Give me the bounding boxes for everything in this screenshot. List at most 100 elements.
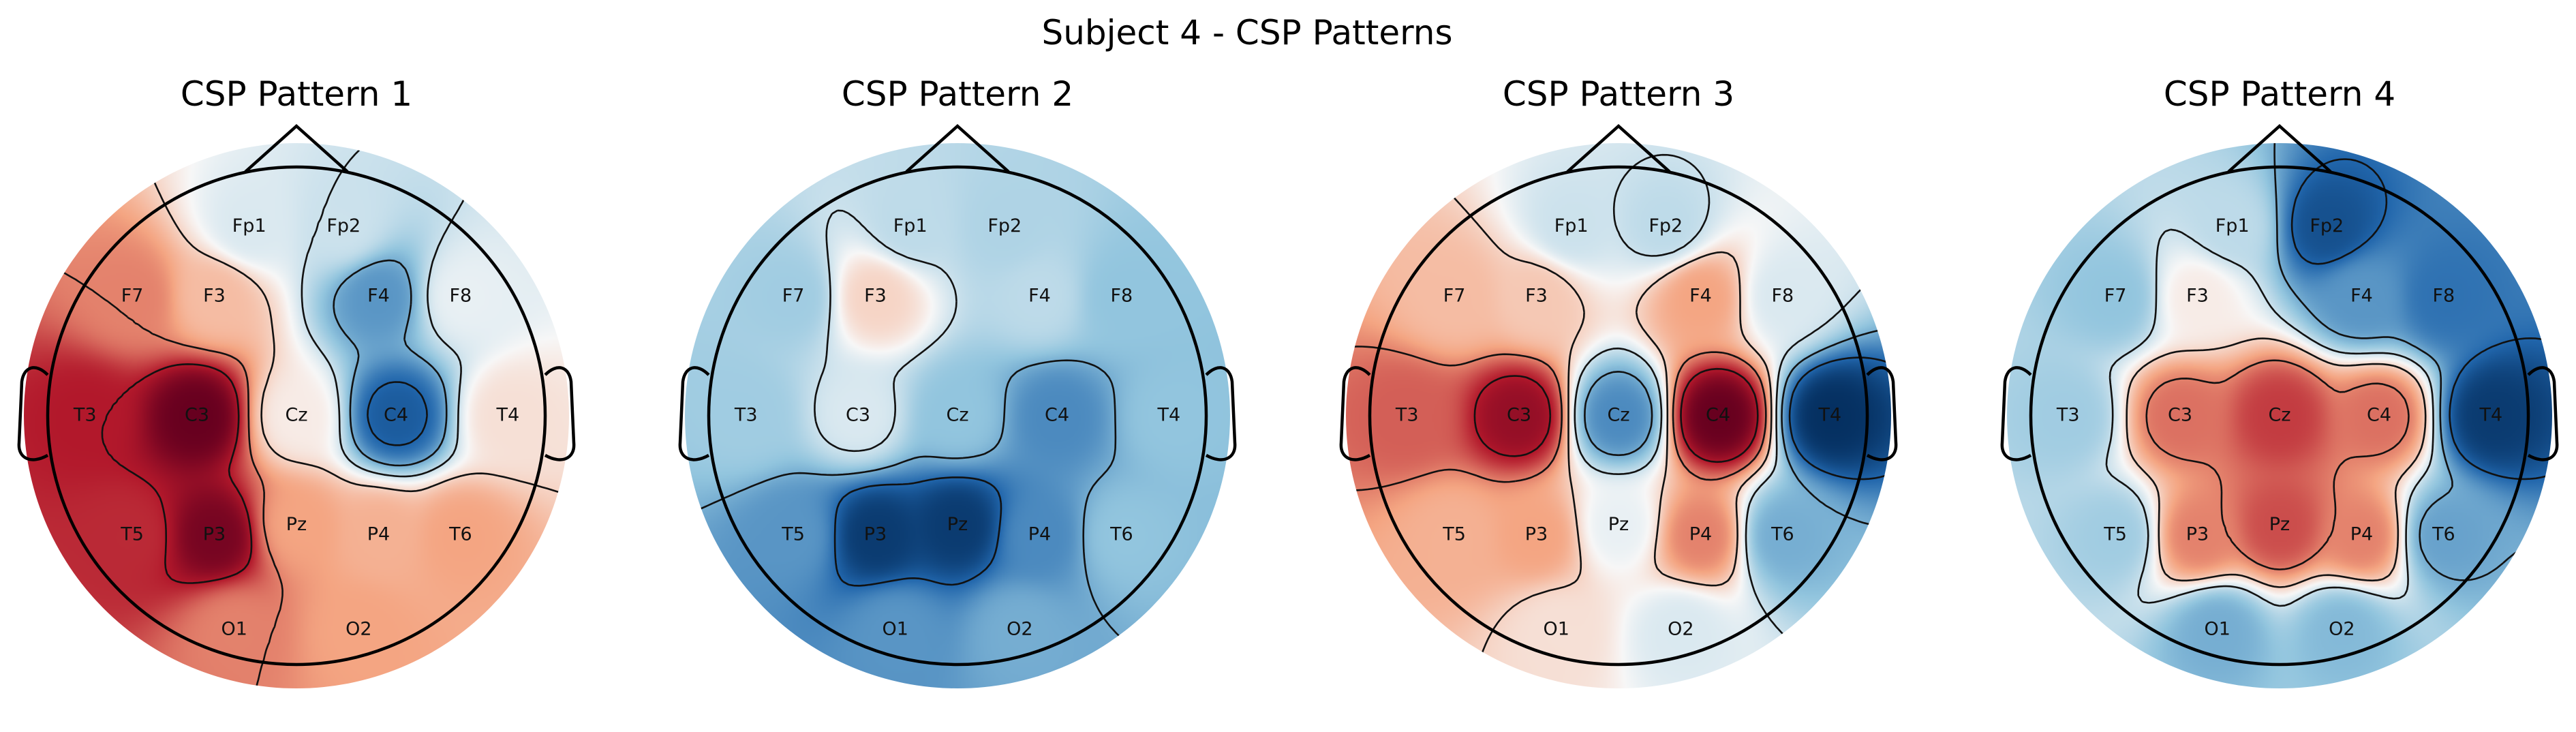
electrode-label: O1 — [221, 618, 247, 639]
contour-lines — [1346, 143, 1891, 688]
electrode-label: F7 — [1443, 285, 1466, 306]
left-ear-outline — [17, 366, 49, 461]
electrode-label: P3 — [203, 524, 226, 545]
electrode-label: F3 — [2186, 285, 2209, 306]
electrode-label: T6 — [1109, 524, 1133, 545]
head-outline — [46, 165, 547, 667]
electrode-label: P3 — [1525, 524, 1548, 545]
electrode-label: T3 — [73, 405, 97, 426]
topomap-panel-1: CSP Pattern 1 Fp1 Fp2 F7 F3 F4 F8 T3 C3 Cz C4 T4 T5… — [17, 74, 576, 688]
electrode-label: O2 — [1668, 618, 1693, 639]
electrode-label: T5 — [120, 524, 144, 545]
electrode-label: T4 — [1156, 405, 1180, 426]
electrode-label: F4 — [367, 285, 390, 306]
electrode-label: Pz — [1608, 514, 1629, 535]
electrode-label: C3 — [185, 405, 209, 426]
electrode-label: T3 — [1395, 405, 1419, 426]
electrode-label: O1 — [1543, 618, 1569, 639]
electrode-label: F8 — [1111, 285, 1133, 306]
head-outline — [1368, 165, 1869, 667]
electrode-label: O2 — [2329, 618, 2355, 639]
electrode-label: O2 — [1007, 618, 1032, 639]
electrode-label: Pz — [947, 514, 968, 535]
topomap-panel-3: CSP Pattern 3 Fp1 Fp2 F7 F3 F4 F8 T3 C3 Cz C4 T4 T5… — [1339, 74, 1898, 688]
electrode-label: F8 — [2433, 285, 2455, 306]
electrode-label: C3 — [1507, 405, 1531, 426]
electrode-label: C3 — [846, 405, 870, 426]
figure-title: Subject 4 - CSP Patterns — [1041, 13, 1452, 52]
electrode-label: Cz — [2268, 405, 2290, 426]
electrode-label: Cz — [285, 405, 307, 426]
electrode-label: Pz — [2269, 514, 2290, 535]
electrode-label: Fp1 — [232, 215, 266, 237]
head-outline — [707, 165, 1208, 667]
electrode-label: F3 — [1525, 285, 1548, 306]
electrode-label: O1 — [2204, 618, 2230, 639]
electrode-label: T4 — [1818, 405, 1841, 426]
electrode-label: O1 — [882, 618, 908, 639]
electrode-label: T4 — [495, 405, 519, 426]
panel-title: CSP Pattern 1 — [181, 74, 412, 114]
topomap-panel-2: CSP Pattern 2 Fp1 Fp2 F7 F3 F4 F8 T3 C3 Cz C4 T4 T5… — [678, 74, 1237, 688]
electrode-label: P4 — [2350, 524, 2373, 545]
electrode-label: T6 — [1770, 524, 1794, 545]
left-ear-outline — [1339, 366, 1371, 461]
contour-lines — [24, 143, 569, 688]
electrode-label: F3 — [203, 285, 226, 306]
electrode-label: F7 — [2104, 285, 2127, 306]
electrode-label: Fp2 — [2310, 215, 2344, 237]
contour-line — [2145, 359, 2410, 570]
contour-line — [833, 476, 1002, 587]
contour-line — [101, 363, 253, 584]
topomap-panel-4: CSP Pattern 4 Fp1 Fp2 F7 F3 F4 F8 T3 C3 Cz C4 T4 T5… — [2000, 74, 2559, 688]
electrode-label: P4 — [367, 524, 390, 545]
topomap-heatmap — [685, 143, 1230, 688]
electrode-label: F4 — [1689, 285, 1712, 306]
right-ear-outline — [1866, 366, 1898, 461]
right-ear-outline — [544, 366, 576, 461]
electrode-label: T6 — [2432, 524, 2455, 545]
right-ear-outline — [1205, 366, 1237, 461]
electrode-label: P3 — [2186, 524, 2209, 545]
electrode-label: T5 — [781, 524, 805, 545]
electrode-label: F8 — [1772, 285, 1794, 306]
electrode-label: C4 — [2367, 405, 2391, 426]
electrode-label: O2 — [346, 618, 371, 639]
electrode-label: F7 — [782, 285, 805, 306]
electrode-label: Cz — [1607, 405, 1629, 426]
electrode-label: F3 — [864, 285, 887, 306]
electrode-label: T3 — [2056, 405, 2080, 426]
contour-line — [1473, 367, 1759, 463]
panel-title: CSP Pattern 3 — [1503, 74, 1734, 114]
electrode-label: Fp1 — [893, 215, 927, 237]
contour-line — [2273, 143, 2552, 581]
contour-lines — [685, 209, 1230, 688]
electrode-label: T3 — [734, 405, 758, 426]
electrode-label: F7 — [121, 285, 144, 306]
electrode-label: T6 — [448, 524, 472, 545]
electrode-label: Fp2 — [987, 215, 1022, 237]
electrode-label: Fp2 — [326, 215, 361, 237]
contour-line — [2290, 158, 2552, 481]
electrode-label: T4 — [2479, 405, 2502, 426]
electrode-label: P3 — [864, 524, 887, 545]
contour-line — [367, 381, 428, 446]
electrode-label: P4 — [1689, 524, 1712, 545]
panel-title: CSP Pattern 2 — [842, 74, 1073, 114]
nose-outline — [1566, 123, 1671, 173]
electrode-label: C3 — [2168, 405, 2192, 426]
contour-line — [814, 209, 957, 453]
right-ear-outline — [2527, 366, 2559, 461]
nose-outline — [244, 123, 349, 173]
nose-outline — [905, 123, 1010, 173]
topomap-heatmap — [2007, 143, 2552, 688]
contour-line — [1788, 356, 1891, 481]
electrode-label: Fp1 — [2215, 215, 2250, 237]
electrode-label: T5 — [2103, 524, 2127, 545]
head-outline — [2029, 165, 2530, 667]
topomap-heatmap — [24, 143, 569, 688]
electrode-label: T5 — [1442, 524, 1466, 545]
electrode-label: F4 — [1028, 285, 1051, 306]
electrode-label: Fp2 — [1649, 215, 1683, 237]
electrode-label: P4 — [1028, 524, 1051, 545]
